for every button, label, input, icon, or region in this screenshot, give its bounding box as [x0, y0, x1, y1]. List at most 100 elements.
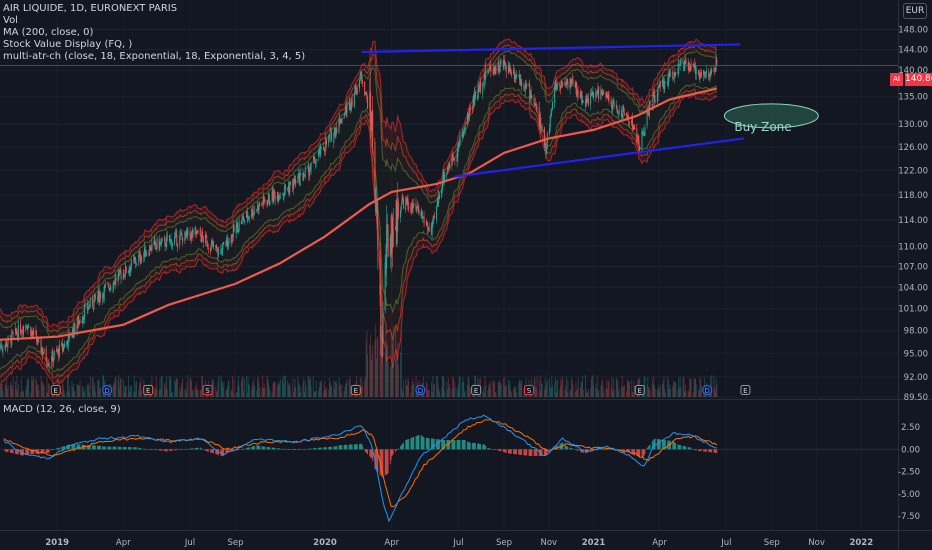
macd-histogram-bar [469, 442, 471, 450]
currency-badge[interactable]: EUR [903, 3, 927, 19]
macd-histogram-bar [569, 447, 571, 450]
volume-bar [23, 391, 24, 397]
volume-bar [1, 384, 2, 397]
candle-body [487, 69, 489, 73]
candle-body [509, 67, 511, 72]
volume-bar [385, 330, 387, 397]
candle-body [300, 172, 302, 176]
macd-histogram-bar [71, 443, 73, 450]
macd-histogram-bar [122, 446, 124, 450]
legend-stock-value[interactable]: Stock Value Display (FQ, ) [3, 39, 133, 50]
macd-histogram-bar [112, 446, 114, 450]
candle-body [617, 112, 619, 114]
candle-body [221, 249, 223, 254]
candle-body [216, 247, 218, 248]
macd-legend[interactable]: MACD (12, 26, close, 9) [3, 404, 121, 415]
volume-bar [544, 377, 546, 397]
candle-body [331, 132, 333, 142]
candle-body [601, 90, 603, 97]
macd-histogram-bar [567, 446, 569, 450]
volume-bar [184, 390, 186, 397]
volume-bar [535, 386, 537, 397]
macd-histogram-bar [520, 449, 522, 455]
candle-body [360, 74, 362, 76]
volume-bar [561, 376, 563, 397]
candle-body [699, 74, 701, 79]
volume-bar [539, 390, 541, 397]
volume-bar [185, 388, 187, 397]
time-axis-label: Jul [720, 538, 731, 548]
macd-histogram-bar [108, 446, 110, 450]
legend-atr-channel[interactable]: multi-atr-ch (close, 18, Exponential, 18… [3, 51, 306, 62]
macd-histogram-bar [5, 449, 7, 452]
volume-bar [343, 390, 345, 397]
macd-histogram-bar [166, 449, 167, 452]
volume-bar [325, 390, 327, 397]
legend-volume[interactable]: Vol [3, 15, 18, 26]
macd-histogram-bar [421, 435, 423, 450]
candle-body [381, 338, 383, 343]
macd-histogram-bar [392, 449, 393, 456]
macd-histogram-bar [269, 447, 271, 450]
volume-bar [328, 389, 330, 397]
volume-bar [221, 382, 223, 397]
candle-body [134, 257, 136, 260]
macd-histogram-bar [125, 446, 126, 450]
macd-histogram-bar [155, 449, 157, 451]
candle-body [405, 199, 407, 210]
volume-bar [565, 385, 567, 397]
candle-body [118, 270, 120, 277]
candle-body [534, 104, 536, 106]
price-axis-label: 95.00 [904, 349, 928, 359]
macd-histogram-bar [467, 441, 469, 450]
volume-bar [597, 391, 599, 397]
volume-bar [10, 381, 12, 397]
macd-histogram-bar [62, 446, 64, 450]
macd-histogram-bar [251, 446, 253, 450]
candle-body [53, 351, 55, 358]
legend-ma[interactable]: MA (200, close, 0) [3, 27, 94, 38]
candle-body [124, 265, 126, 275]
volume-bar [556, 380, 558, 397]
volume-bar [279, 378, 281, 397]
macd-signal-line [3, 419, 718, 508]
candle-body [210, 243, 212, 250]
volume-bar [483, 386, 484, 397]
volume-bar [654, 385, 655, 397]
volume-bar [86, 385, 88, 397]
volume-bar [257, 378, 259, 397]
macd-histogram-bar [466, 441, 468, 450]
volume-bar [632, 392, 634, 397]
macd-histogram-bar [110, 446, 112, 450]
volume-bar [551, 375, 553, 397]
volume-bar [26, 385, 27, 397]
macd-histogram-bar [468, 442, 470, 450]
volume-bar [243, 390, 245, 397]
candle-body [441, 182, 443, 190]
volume-bar [392, 343, 394, 397]
candle-body [160, 241, 162, 245]
volume-bar [66, 391, 68, 397]
legend-symbol[interactable]: AIR LIQUIDE, 1D, EURONEXT PARIS [3, 3, 178, 14]
candle-body [685, 61, 687, 64]
candle-body [313, 156, 315, 160]
candle-body [210, 248, 212, 252]
macd-histogram-bar [215, 449, 217, 455]
volume-bar [64, 392, 66, 397]
candle-body [499, 68, 501, 73]
volume-bar [171, 392, 173, 397]
candle-body [109, 286, 111, 292]
volume-bar [133, 375, 135, 397]
volume-bar [444, 390, 446, 397]
volume-bar [11, 385, 13, 397]
macd-histogram-bar [659, 439, 661, 450]
volume-bar [682, 377, 684, 397]
candle-body [164, 238, 166, 247]
candle-body [76, 325, 78, 334]
candle-body [631, 119, 633, 125]
candle-body [541, 126, 543, 128]
macd-histogram-bar [240, 449, 242, 450]
time-axis-label: Sep [764, 538, 780, 548]
volume-bar [345, 383, 347, 397]
